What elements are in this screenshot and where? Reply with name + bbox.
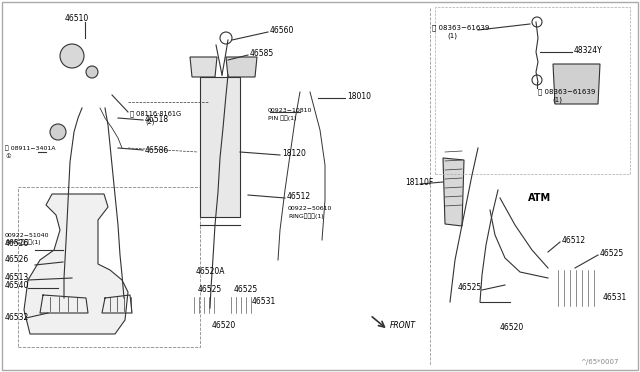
Text: 18110F: 18110F <box>405 177 433 186</box>
Text: RINGリング(1): RINGリング(1) <box>288 213 324 219</box>
Circle shape <box>86 66 98 78</box>
Polygon shape <box>443 158 464 226</box>
Text: 46531: 46531 <box>252 298 276 307</box>
Text: 46510: 46510 <box>65 13 89 22</box>
Text: Ⓢ 08363−61639: Ⓢ 08363−61639 <box>538 89 595 95</box>
Text: 46525: 46525 <box>234 285 259 295</box>
Text: FRONT: FRONT <box>390 321 416 330</box>
Circle shape <box>60 44 84 68</box>
Text: 46512: 46512 <box>287 192 311 201</box>
Text: (2): (2) <box>145 119 154 125</box>
Text: Ⓑ 08116·8161G: Ⓑ 08116·8161G <box>130 111 181 117</box>
Text: 46540: 46540 <box>5 282 29 291</box>
Text: 00922−50610: 00922−50610 <box>288 205 332 211</box>
Text: 46531: 46531 <box>603 294 627 302</box>
Text: 46525: 46525 <box>600 248 624 257</box>
Text: 46585: 46585 <box>250 48 275 58</box>
Text: 46518: 46518 <box>145 115 169 124</box>
Text: 46520: 46520 <box>212 321 236 330</box>
Text: 46525: 46525 <box>458 283 483 292</box>
Text: ①: ① <box>5 154 11 158</box>
Text: Ⓢ 08363−61639: Ⓢ 08363−61639 <box>432 25 490 31</box>
Text: 46512: 46512 <box>562 235 586 244</box>
Text: 46586: 46586 <box>145 145 169 154</box>
Text: 46526: 46526 <box>5 238 29 247</box>
Text: 46520: 46520 <box>500 324 524 333</box>
Text: Ⓝ 08911−3401A: Ⓝ 08911−3401A <box>5 145 56 151</box>
Text: 00923−10810: 00923−10810 <box>268 108 312 112</box>
Text: ATM: ATM <box>528 193 551 203</box>
Text: ^/65*0007: ^/65*0007 <box>580 359 618 365</box>
Polygon shape <box>200 77 240 217</box>
Text: 46526: 46526 <box>5 256 29 264</box>
Text: 46560: 46560 <box>270 26 294 35</box>
Text: PIN ピン(1): PIN ピン(1) <box>268 115 296 121</box>
Polygon shape <box>24 194 128 334</box>
Text: 46513: 46513 <box>5 273 29 282</box>
Text: 46525: 46525 <box>198 285 222 295</box>
Text: 00922−51040: 00922−51040 <box>5 232 49 237</box>
Polygon shape <box>553 64 600 104</box>
Text: (1): (1) <box>447 33 457 39</box>
Text: (1): (1) <box>552 97 562 103</box>
Text: 46532: 46532 <box>5 314 29 323</box>
Text: RINGリング(1): RINGリング(1) <box>5 239 40 245</box>
Polygon shape <box>190 57 217 77</box>
Polygon shape <box>226 57 257 77</box>
Text: 46520A: 46520A <box>196 267 225 276</box>
Circle shape <box>50 124 66 140</box>
Text: 18010: 18010 <box>347 92 371 100</box>
Text: 18120: 18120 <box>282 148 306 157</box>
Text: 48324Y: 48324Y <box>574 45 603 55</box>
